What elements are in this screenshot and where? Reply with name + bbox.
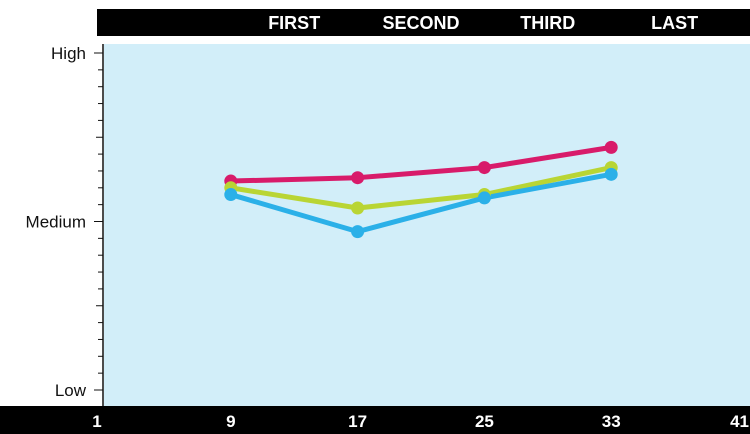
- stage-label: FIRST: [268, 13, 320, 33]
- stage-label: LAST: [651, 13, 698, 33]
- data-point: [224, 188, 238, 202]
- data-point: [351, 225, 365, 239]
- series-line: [228, 171, 614, 235]
- x-tick-label: 33: [602, 412, 621, 431]
- x-tick-label: 41: [730, 412, 749, 431]
- y-axis-labels: High Medium Low: [26, 44, 87, 400]
- data-point: [477, 161, 491, 175]
- data-point: [604, 167, 618, 181]
- y-axis-label: Medium: [26, 213, 86, 232]
- x-tick-label: 1: [92, 412, 101, 431]
- stage-label: THIRD: [520, 13, 575, 33]
- series-layer: [224, 140, 618, 239]
- series-line: [228, 144, 614, 184]
- x-tick-label: 9: [226, 412, 235, 431]
- x-axis-tick-labels: 1 9 17 25 33 41: [92, 412, 749, 431]
- bottom-band: [0, 406, 750, 434]
- data-point: [351, 201, 365, 215]
- y-axis-label: Low: [55, 381, 87, 400]
- plot-area: [104, 44, 750, 406]
- data-point: [477, 191, 491, 205]
- data-point: [604, 140, 618, 154]
- stage-labels: FIRST SECOND THIRD LAST: [268, 13, 698, 33]
- y-axis-ticks: [94, 52, 103, 391]
- y-axis-label: High: [51, 44, 86, 63]
- top-band: [97, 9, 750, 36]
- series-line: [228, 165, 614, 211]
- x-tick-label: 25: [475, 412, 494, 431]
- x-tick-label: 17: [348, 412, 367, 431]
- data-point: [351, 171, 365, 185]
- stage-label: SECOND: [382, 13, 459, 33]
